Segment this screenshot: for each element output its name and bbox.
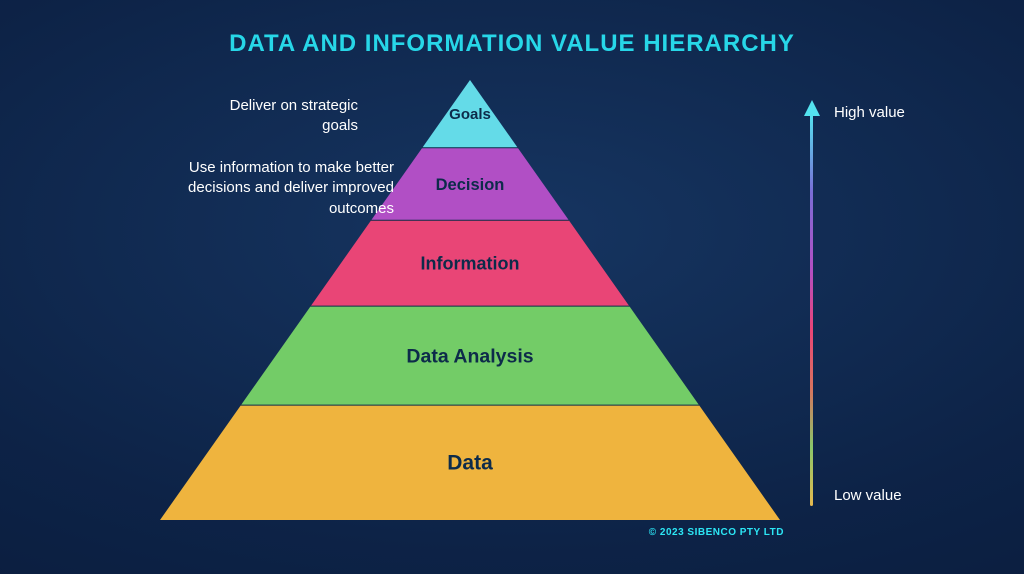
annotation-1: Use information to make better decisions…	[144, 158, 394, 219]
annotation-0: Deliver on strategic goals	[198, 96, 358, 137]
value-gradient-line	[810, 114, 813, 506]
pyramid-label: Information	[421, 253, 520, 273]
page-title: DATA AND INFORMATION VALUE HIERARCHY	[0, 30, 1024, 58]
pyramid-label: Goals	[449, 106, 491, 123]
pyramid-label: Data Analysis	[406, 345, 533, 367]
pyramid-diagram: Goals Decision Information Data Analysis Dat…	[160, 80, 780, 520]
copyright: © 2023 SIBENCO PTY LTD	[649, 527, 784, 538]
low-value-label: Low value	[834, 487, 902, 504]
value-scale: High value Low value	[804, 92, 964, 512]
pyramid-label: Decision	[436, 176, 505, 194]
high-value-label: High value	[834, 104, 905, 121]
pyramid-label: Data	[447, 451, 493, 474]
